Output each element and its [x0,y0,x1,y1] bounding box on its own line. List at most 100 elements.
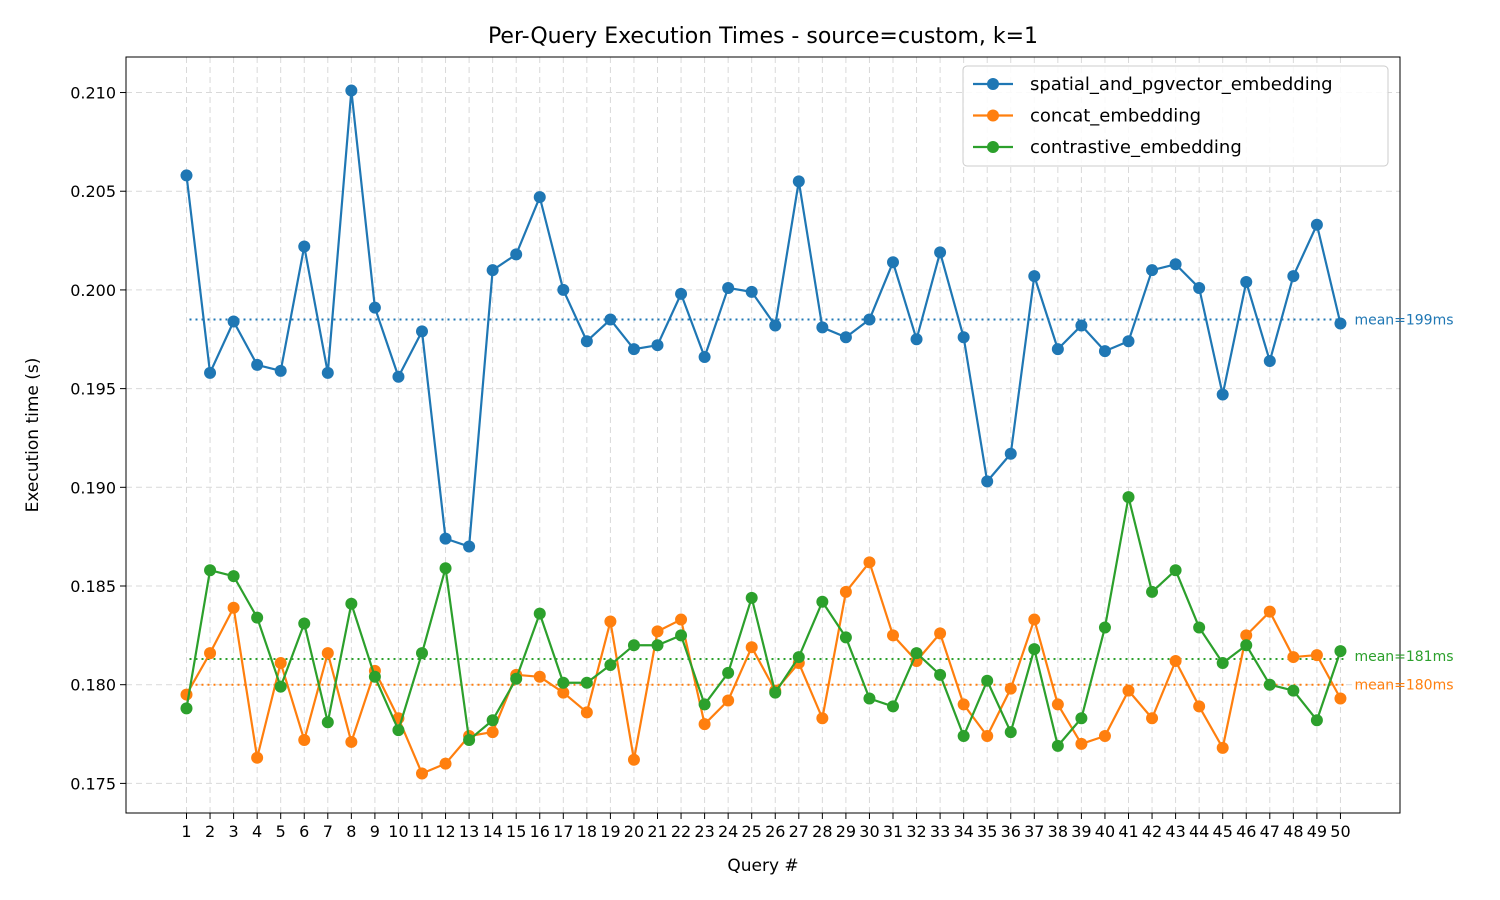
x-tick-label: 21 [647,822,667,841]
data-point [651,639,664,652]
x-tick-label: 25 [742,822,762,841]
series-lines [180,84,1347,780]
data-point [416,325,428,338]
data-point [510,672,523,685]
x-axis-ticks: 1 2 3 4 5 6 7 8 9 10 11 12 13 14 15 16 17 18 19 20 21 22 23 24 2… [181,813,1351,841]
y-tick-label: 0.205 [70,182,116,201]
x-tick-label: 9 [370,822,380,841]
data-point [345,735,358,748]
data-point [486,726,499,739]
data-point [816,712,829,725]
x-tick-label: 19 [600,822,620,841]
data-point [180,688,193,701]
x-tick-label: 32 [906,822,926,841]
x-tick-label: 12 [435,822,455,841]
data-point [180,169,193,182]
data-point [722,666,735,679]
data-point [651,625,664,638]
x-tick-label: 16 [530,822,550,841]
data-point [1240,639,1253,652]
y-tick-label: 0.185 [70,577,116,596]
data-point [392,724,405,737]
x-tick-label: 31 [883,822,903,841]
data-point [345,84,358,97]
data-point [957,331,970,344]
data-point [887,700,899,713]
x-tick-label: 47 [1260,822,1280,841]
data-point [1169,564,1182,577]
data-point [533,191,546,204]
series-line [185,496,1342,747]
data-point [1075,712,1088,725]
data-point [863,692,876,705]
legend-label: contrastive_embedding [1030,137,1242,158]
data-point [1334,645,1347,658]
data-point [675,613,688,626]
data-point [274,656,287,669]
data-point [251,358,264,371]
data-point [463,733,476,746]
data-point [1263,354,1276,367]
x-tick-label: 17 [553,822,573,841]
x-tick-label: 6 [299,822,309,841]
y-tick-label: 0.210 [70,84,116,103]
series-contrastive_embedding [180,491,1347,752]
y-tick-label: 0.190 [70,478,116,497]
x-tick-label: 3 [229,822,239,841]
data-point [533,607,546,620]
data-point [321,716,334,729]
data-point [321,366,334,379]
data-point [792,175,805,188]
data-point [580,676,593,689]
x-tick-label: 15 [506,822,526,841]
data-point [934,668,947,681]
data-point [1287,651,1300,664]
data-point [204,366,217,379]
x-tick-label: 5 [276,822,286,841]
data-point [910,333,923,346]
x-tick-label: 24 [718,822,738,841]
data-point [1004,447,1017,460]
x-tick-label: 13 [459,822,479,841]
data-point [1051,343,1064,356]
data-point [604,658,617,671]
data-point [204,647,217,660]
data-point [1098,345,1111,358]
mean-label: mean=181ms [1354,649,1453,665]
data-point [698,718,711,731]
legend-box [962,65,1389,167]
data-point [439,757,452,770]
legend-marker [987,141,999,153]
data-point [910,647,923,660]
data-point [816,595,829,608]
plot-frame [125,56,1401,814]
data-point [934,246,947,259]
data-point [486,714,499,727]
data-point [580,706,593,719]
data-point [604,313,617,326]
legend-label: concat_embedding [1030,106,1201,127]
data-point [745,641,758,654]
data-point [251,751,264,764]
data-point [627,343,640,356]
x-tick-label: 11 [412,822,432,841]
x-tick-label: 22 [671,822,691,841]
data-point [1287,684,1300,697]
data-point [1028,613,1041,626]
data-point [1146,712,1159,725]
data-point [557,283,570,296]
x-tick-label: 36 [1001,822,1021,841]
data-point [1240,629,1253,642]
data-point [1169,258,1182,271]
data-point [698,351,711,364]
data-point [745,285,758,298]
data-point [180,702,193,715]
data-point [1263,678,1276,691]
data-point [839,331,852,344]
data-point [1028,643,1041,656]
data-point [957,730,970,743]
data-point [416,767,428,780]
x-tick-label: 27 [789,822,809,841]
x-tick-label: 30 [859,822,879,841]
data-point [1310,218,1323,231]
